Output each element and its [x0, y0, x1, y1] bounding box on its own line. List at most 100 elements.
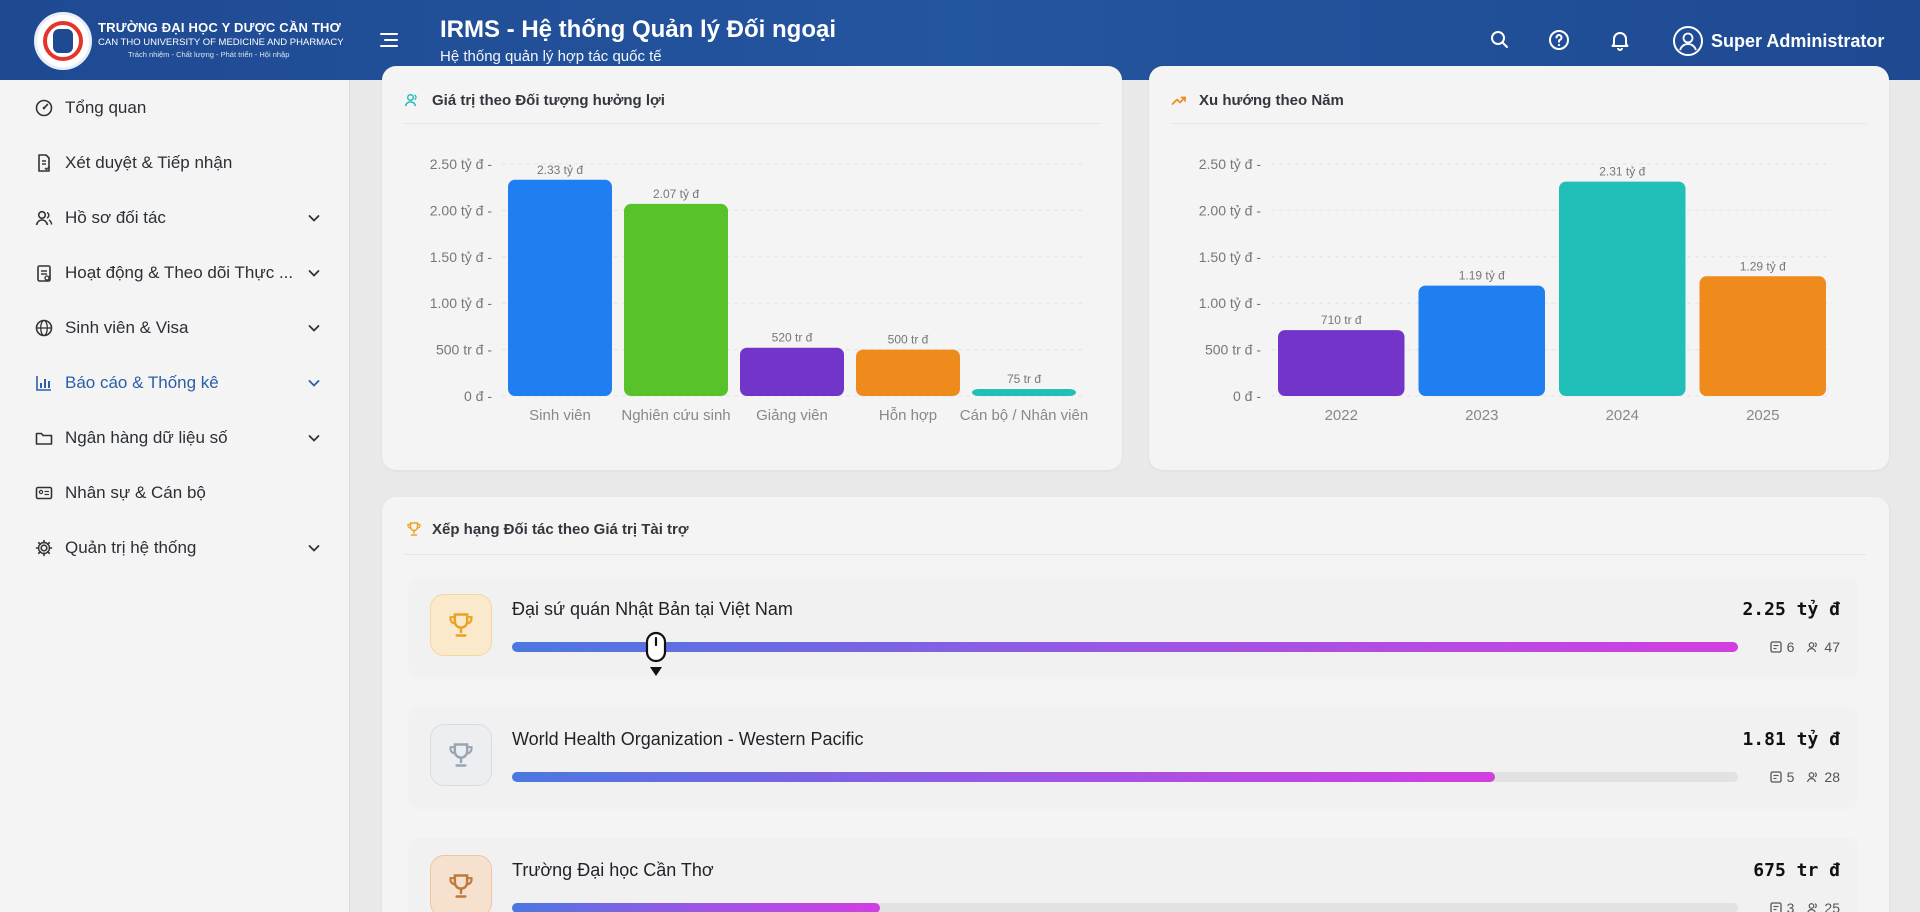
document-icon — [1769, 641, 1782, 653]
y-tick-label: 1.50 tỷ đ - — [1199, 249, 1262, 265]
people-count: 28 — [1824, 769, 1840, 785]
data-label: 1.29 tỷ đ — [1740, 259, 1786, 273]
sidebar-item-students-visa[interactable]: Sinh viên & Visa — [0, 306, 350, 350]
partner-meta: 5 28 — [1769, 769, 1840, 785]
ranking-row[interactable]: World Health Organization - Western Paci… — [408, 707, 1858, 809]
y-tick-label: 1.00 tỷ đ - — [430, 295, 493, 311]
user-menu[interactable]: Super Administrator — [1673, 26, 1884, 56]
bronze-medal — [430, 855, 492, 912]
menu-toggle-icon[interactable] — [378, 30, 400, 50]
data-label: 710 tr đ — [1321, 313, 1362, 327]
bar-nghi-n-c-u-sinh — [624, 203, 728, 396]
y-tick-label: 0 đ - — [464, 388, 492, 404]
sidebar-item-data-bank[interactable]: Ngân hàng dữ liệu số — [0, 416, 350, 460]
beneficiary-chart-card: Giá trị theo Đối tượng hưởng lợi — [382, 66, 1122, 470]
data-label: 1.19 tỷ đ — [1459, 269, 1505, 283]
sidebar-item-label: Hồ sơ đối tác — [65, 208, 166, 227]
ranking-row[interactable]: Trường Đại học Cần Thơ 675 tr đ 3 25 — [408, 838, 1858, 912]
people-count: 47 — [1824, 639, 1840, 655]
gold-medal — [430, 594, 492, 656]
y-tick-label: 2.00 tỷ đ - — [1199, 202, 1262, 218]
partner-value: 675 tr đ — [1753, 860, 1840, 881]
chevron-down-icon[interactable] — [306, 430, 322, 446]
gear-icon — [35, 539, 53, 557]
brand-slogan: Trách nhiệm - Chất lượng - Phát triển - … — [128, 50, 290, 59]
trophy-icon — [449, 874, 473, 898]
chevron-down-icon[interactable] — [306, 320, 322, 336]
users-icon — [35, 210, 53, 226]
partner-value: 1.81 tỷ đ — [1742, 729, 1840, 750]
users-icon — [1807, 903, 1818, 912]
sidebar-item-overview[interactable]: Tổng quan — [0, 86, 350, 130]
ranking-row[interactable]: Đại sứ quán Nhật Bản tại Việt Nam 2.25 t… — [408, 577, 1858, 679]
data-label: 520 tr đ — [772, 331, 813, 345]
partner-value: 2.25 tỷ đ — [1742, 599, 1840, 620]
sidebar-item-review[interactable]: Xét duyệt & Tiếp nhận — [0, 141, 350, 185]
sidebar: Tổng quan Xét duyệt & Tiếp nhận Hồ sơ đố… — [0, 80, 350, 912]
silver-medal — [430, 724, 492, 786]
sidebar-item-label: Sinh viên & Visa — [65, 318, 189, 337]
sidebar-item-activities[interactable]: Hoạt động & Theo dõi Thực ... — [0, 251, 350, 295]
y-tick-label: 500 tr đ - — [436, 342, 492, 358]
page-title: IRMS - Hệ thống Quản lý Đối ngoại — [440, 16, 836, 43]
bar-c-n-b-nh-n-vi-n — [972, 389, 1076, 396]
y-tick-label: 500 tr đ - — [1205, 342, 1261, 358]
people-count: 25 — [1824, 900, 1840, 912]
x-tick-label: Sinh viên — [529, 407, 591, 424]
sidebar-item-staff[interactable]: Nhân sự & Cán bộ — [0, 471, 350, 515]
chart-title: Giá trị theo Đối tượng hưởng lợi — [432, 92, 665, 109]
sidebar-item-label: Ngân hàng dữ liệu số — [65, 428, 228, 447]
id-card-icon — [35, 486, 53, 500]
avatar-icon — [1673, 26, 1703, 56]
x-tick-label: 2022 — [1325, 407, 1358, 424]
clipboard-icon — [37, 265, 51, 282]
search-icon[interactable] — [1488, 28, 1512, 52]
page-subtitle: Hệ thống quản lý hợp tác quốc tế — [440, 48, 662, 65]
document-icon — [1769, 902, 1782, 912]
user-name: Super Administrator — [1711, 30, 1885, 51]
users-icon — [404, 93, 417, 107]
sidebar-item-partners[interactable]: Hồ sơ đối tác — [0, 196, 350, 240]
document-check-icon — [38, 154, 50, 172]
sidebar-item-admin[interactable]: Quản trị hệ thống — [0, 526, 350, 570]
chevron-down-icon[interactable] — [306, 265, 322, 281]
data-label: 2.07 tỷ đ — [653, 187, 699, 201]
chart-title: Xu hướng theo Năm — [1199, 92, 1344, 109]
bar-sinh-vi-n — [508, 179, 612, 396]
document-count: 6 — [1786, 639, 1795, 655]
x-tick-label: Hỗn hợp — [879, 407, 937, 424]
chevron-down-icon[interactable] — [306, 540, 322, 556]
trend-up-icon — [1171, 96, 1186, 105]
bar-2023 — [1418, 285, 1545, 396]
document-count: 5 — [1786, 769, 1795, 785]
sidebar-item-label: Xét duyệt & Tiếp nhận — [65, 153, 233, 172]
y-tick-label: 1.50 tỷ đ - — [430, 249, 493, 265]
y-tick-label: 2.50 tỷ đ - — [1199, 156, 1262, 172]
bar-2025 — [1699, 276, 1826, 396]
users-icon — [1807, 642, 1818, 653]
y-tick-label: 0 đ - — [1233, 388, 1261, 404]
university-logo[interactable] — [34, 12, 92, 70]
ranking-title: Xếp hạng Đối tác theo Giá trị Tài trợ — [432, 521, 689, 538]
x-tick-label: 2023 — [1465, 407, 1498, 424]
brand-english-name: CAN THO UNIVERSITY OF MEDICINE AND PHARM… — [98, 37, 344, 48]
x-tick-label: Giảng viên — [756, 407, 828, 424]
bell-icon[interactable] — [1608, 28, 1632, 52]
bar-gi-ng-vi-n — [740, 347, 844, 396]
bar-2024 — [1559, 181, 1686, 396]
x-tick-label: Cán bộ / Nhân viên — [960, 407, 1088, 424]
partner-meta: 6 47 — [1769, 639, 1840, 655]
sidebar-item-reports[interactable]: Báo cáo & Thống kê — [0, 361, 350, 405]
sidebar-item-label: Hoạt động & Theo dõi Thực ... — [65, 263, 294, 282]
y-tick-label: 2.50 tỷ đ - — [430, 156, 493, 172]
value-bar — [512, 903, 1738, 912]
brand-name: TRƯỜNG ĐẠI HỌC Y DƯỢC CẦN THƠ — [98, 20, 341, 35]
bar-chart-icon — [36, 376, 51, 391]
partner-meta: 3 25 — [1769, 900, 1840, 912]
data-label: 500 tr đ — [888, 333, 929, 347]
chevron-down-icon[interactable] — [306, 375, 322, 391]
yearly-bar-chart: 0 đ - 500 tr đ - 1.00 tỷ đ - 1.50 tỷ đ - 2.0… — [1199, 156, 1833, 424]
help-icon[interactable] — [1547, 28, 1571, 52]
y-tick-label: 2.00 tỷ đ - — [430, 202, 493, 218]
chevron-down-icon[interactable] — [306, 210, 322, 226]
